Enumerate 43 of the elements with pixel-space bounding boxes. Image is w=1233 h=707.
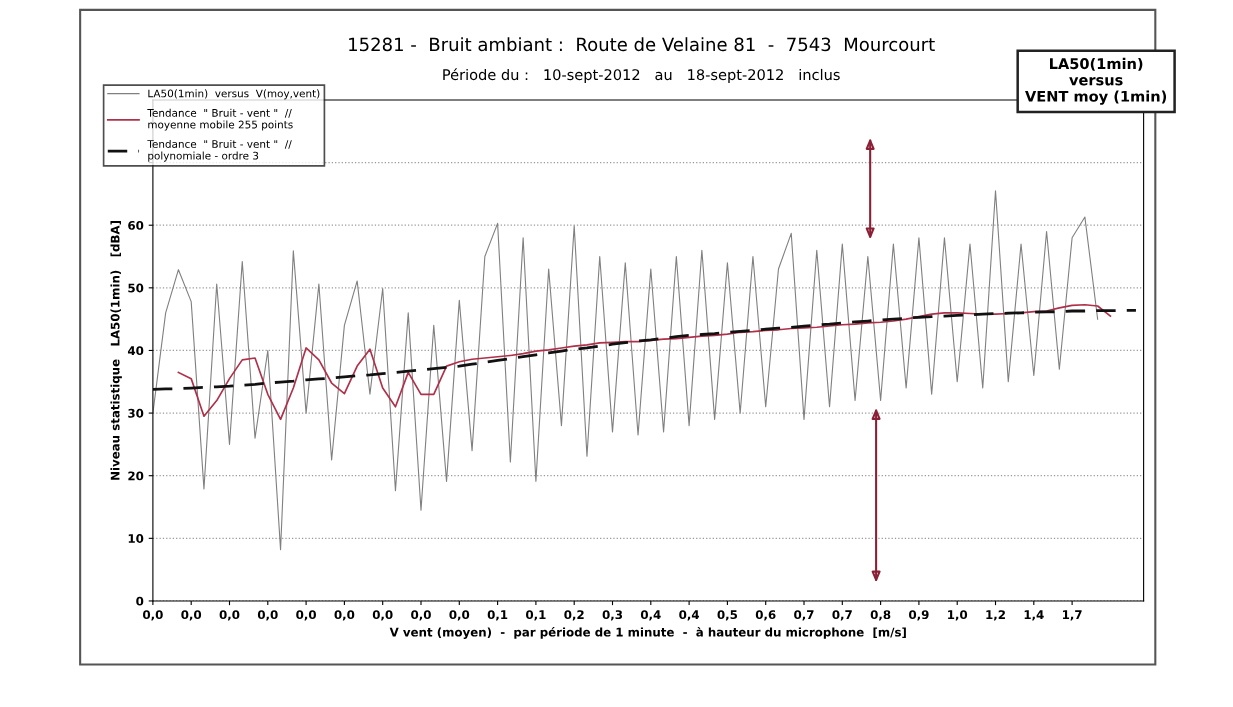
- annotation: LA50(1min) versus VENT moy (1min): [1025, 57, 1167, 105]
- x-tick-label: 1,4: [1024, 610, 1044, 621]
- x-tick-label: 0,9: [909, 610, 929, 621]
- x-tick-label: 0,7: [794, 610, 814, 621]
- chart-title: 15281 - Bruit ambiant : Route de Velaine 81 - 7543 Mourcourt: [349, 37, 935, 52]
- x-tick-label: 0,6: [755, 610, 776, 621]
- y-tick-label: 0: [136, 596, 144, 606]
- y-tick-label: 50: [128, 283, 144, 293]
- x-tick-label: 0,5: [717, 610, 738, 621]
- x-tick-label: 1,0: [948, 610, 968, 621]
- x-tick-label: 0,0: [296, 610, 316, 621]
- x-tick-label: 0,0: [411, 610, 431, 621]
- line-series: [177, 303, 1112, 421]
- x-tick-label: 1,7: [1062, 610, 1082, 621]
- y-tick-label: 20: [128, 471, 144, 481]
- x-tick-label: 0,0: [181, 610, 202, 621]
- y-tick-label: 30: [128, 408, 144, 418]
- x-tick-label: 0,3: [602, 610, 623, 621]
- y-tick-label: 40: [127, 346, 144, 356]
- x-tick-label: 0,0: [449, 610, 470, 621]
- x-tick-label: 0,2: [564, 610, 584, 621]
- line-series: [152, 190, 1099, 551]
- x-tick-label: 0,0: [143, 610, 163, 621]
- legend-label: LA50(1min) versus V(moy,vent): [148, 89, 320, 100]
- chart-subtitle: Période du : 10-sept-2012 au 18-sept-2012 inclus: [443, 68, 840, 83]
- legend-label: Tendance " Bruit - vent " // polynomiale - ordre 3: [147, 139, 292, 162]
- y-tick-label: 60: [128, 220, 144, 230]
- x-tick-label: 0,0: [219, 610, 240, 621]
- x-tick-label: 0,0: [334, 610, 355, 621]
- x-axis-title: V vent (moyen) - par période de 1 minute - à hauteur du microphone [m/s]: [389, 626, 906, 639]
- line-series: [152, 308, 1138, 391]
- x-tick-label: 0,4: [679, 610, 700, 621]
- x-tick-label: 0,0: [257, 610, 278, 621]
- x-tick-label: 0,4: [640, 610, 661, 621]
- x-tick-label: 0,8: [870, 610, 891, 621]
- y-axis-title: Niveau statistique LA50(1min) [dBA]: [110, 221, 122, 480]
- x-tick-label: 1,2: [986, 610, 1005, 621]
- legend-label: Tendance " Bruit - vent " // moyenne mobile 255 points: [147, 108, 293, 131]
- x-tick-label: 0,0: [372, 610, 393, 621]
- x-tick-label: 0,7: [832, 610, 852, 621]
- x-tick-label: 0,1: [487, 610, 508, 621]
- y-tick-label: 10: [128, 534, 144, 543]
- x-tick-label: 0,1: [526, 610, 546, 621]
